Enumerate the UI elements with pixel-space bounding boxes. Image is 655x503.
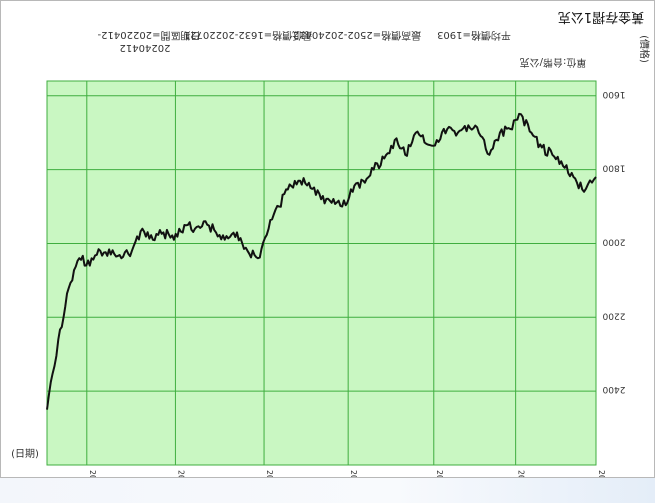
chart-title: 黃金存摺1公克 <box>558 9 644 25</box>
y-tick-label: 2400 <box>602 384 625 394</box>
lowest-price: 最低價格=1632-20220721 <box>184 29 312 42</box>
x-axis-ticks: 20220412 20220728 20221114 20230308 20230628… <box>88 470 606 477</box>
x-tick-label: 20220412 <box>597 470 606 477</box>
y-tick-label: 2000 <box>602 236 625 246</box>
x-tick-label: 20221114 <box>435 470 444 477</box>
price-side-label: (價格) <box>638 35 651 63</box>
x-tick-label: 20231024 <box>176 470 185 477</box>
x-tick-label: 20230628 <box>265 470 274 477</box>
highest-price: 最高價格=2502-20240412 <box>293 29 421 42</box>
y-tick-label: 2200 <box>602 310 625 320</box>
x-tick-label: 20240219 <box>88 470 97 477</box>
gridlines <box>47 81 597 465</box>
header-group: 黃金存摺1公克 單位:台幣/公克 平均價格=1903 最高價格=2502-202… <box>97 9 651 69</box>
plot-area <box>46 80 597 466</box>
y-tick-label: 1800 <box>602 163 625 173</box>
date-range-line1: 日期區間=20220412- <box>97 29 200 41</box>
date-range-line2: 20240412 <box>120 42 171 53</box>
x-tick-label: 20220728 <box>517 470 526 477</box>
x-tick-label: 20230308 <box>349 470 358 477</box>
window-bottom-edge <box>0 478 655 503</box>
average-price: 平均價格=1903 <box>437 29 511 42</box>
x-axis-label: (日期) <box>11 448 39 460</box>
price-series-line <box>46 112 597 410</box>
y-axis-ticks: 1600 1800 2000 2200 2400 <box>602 89 625 394</box>
unit-label: 單位:台幣/公克 <box>520 56 587 69</box>
y-tick-label: 1600 <box>602 89 625 99</box>
